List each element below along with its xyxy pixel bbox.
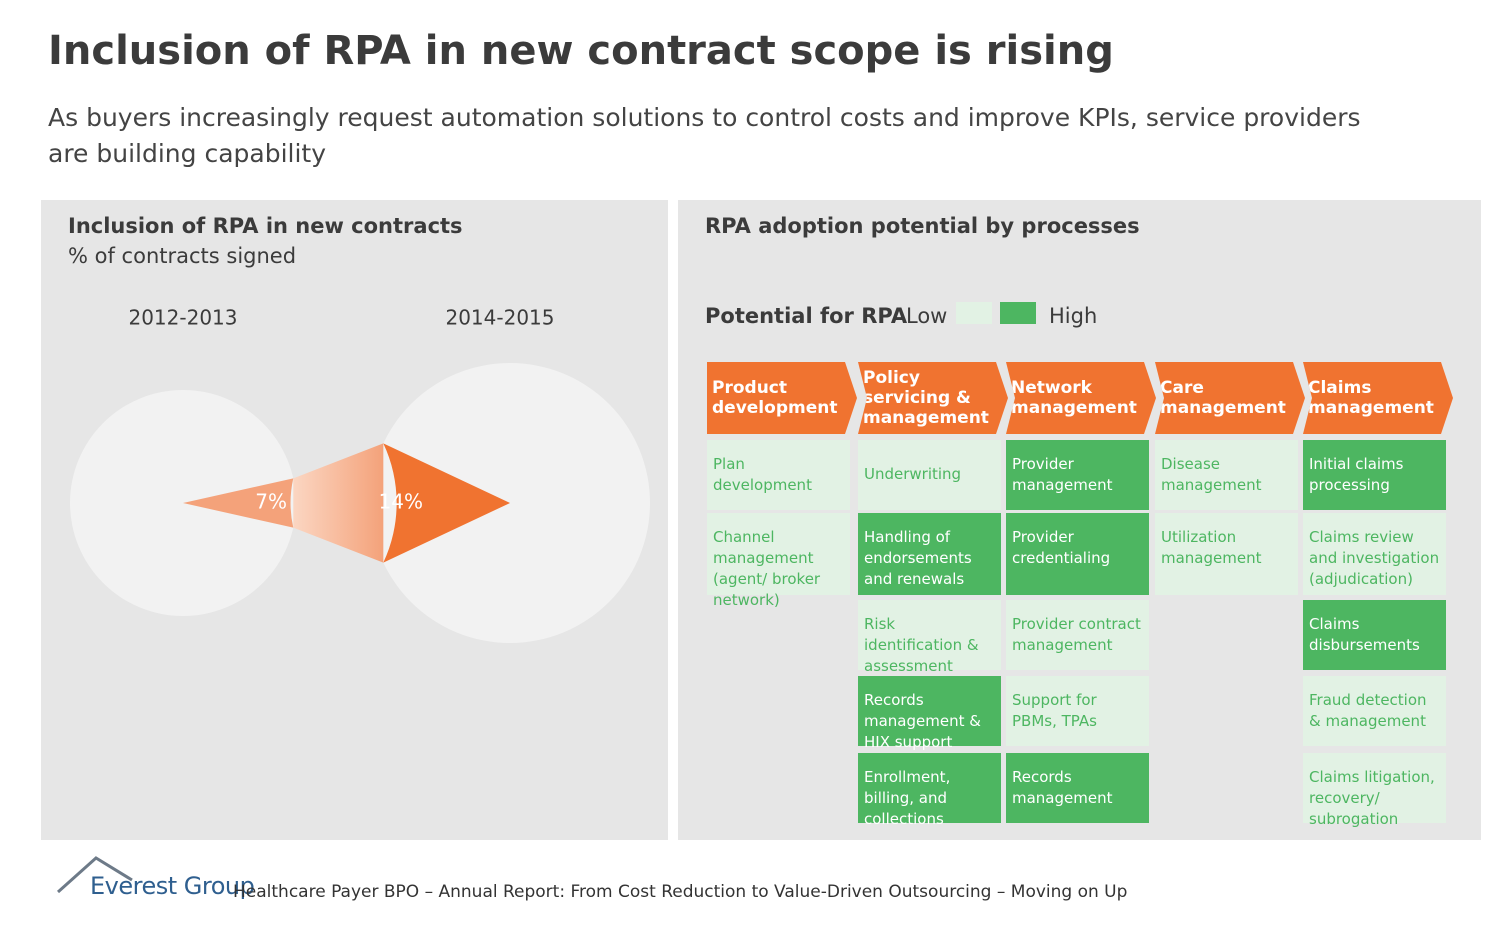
process-item: Claims litigation, recovery/ subrogation [1303, 753, 1446, 828]
process-item: Handling of endorsements and renewals [858, 513, 1001, 595]
process-item: Provider contract management [1006, 600, 1149, 670]
legend-label: Potential for RPA [705, 304, 908, 328]
process-item: Fraud detection & management [1303, 676, 1446, 746]
process-title: RPA adoption potential by processes [705, 214, 1140, 238]
process-item: Claims review and investigation (adjudic… [1303, 513, 1446, 595]
process-item: Provider credentialing [1006, 513, 1149, 595]
process-item: Risk identification & assessment [858, 600, 1001, 675]
column-header: Claims management [1303, 362, 1453, 434]
category-label: 2012-2013 [128, 306, 237, 330]
legend-swatch-low [956, 302, 992, 324]
connector-band [293, 443, 384, 563]
title: Inclusion of RPA in new contract scope i… [48, 28, 1114, 74]
legend-swatch-high [1000, 302, 1036, 324]
process-item: Enrollment, billing, and collections [858, 753, 1001, 828]
column-header: Care management [1155, 362, 1305, 434]
process-item: Provider management [1006, 440, 1149, 510]
column-header: Network management [1006, 362, 1156, 434]
process-item: Records management & HIX support [858, 676, 1001, 751]
source: Healthcare Payer BPO – Annual Report: Fr… [233, 882, 1128, 902]
process-item: Underwriting [858, 440, 1001, 510]
category-label: 2014-2015 [445, 306, 554, 330]
column-header: Product development [707, 362, 857, 434]
value-label: 7% [255, 490, 287, 514]
pie-wedge [383, 443, 510, 563]
legend-high: High [1049, 304, 1098, 328]
column-header: Policy servicing & management [858, 362, 1008, 434]
pie-wedge [183, 478, 294, 528]
process-item: Initial claims processing [1303, 440, 1446, 510]
legend-low: Low [906, 304, 948, 328]
process-item: Support for PBMs, TPAs [1006, 676, 1149, 746]
chart-subtitle: % of contracts signed [68, 244, 297, 268]
logo-roof [56, 856, 133, 894]
process-item: Records management [1006, 753, 1149, 823]
process-item: Claims disbursements [1303, 600, 1446, 670]
subtitle: As buyers increasingly request automatio… [48, 103, 1361, 168]
process-item: Plan development [707, 440, 850, 510]
value-label: 14% [379, 490, 423, 514]
brand: Everest Group [90, 872, 255, 900]
process-item: Channel management (agent/ broker networ… [707, 513, 850, 609]
process-item: Utilization management [1155, 513, 1298, 595]
chart-title: Inclusion of RPA in new contracts [68, 214, 463, 238]
process-item: Disease management [1155, 440, 1298, 510]
